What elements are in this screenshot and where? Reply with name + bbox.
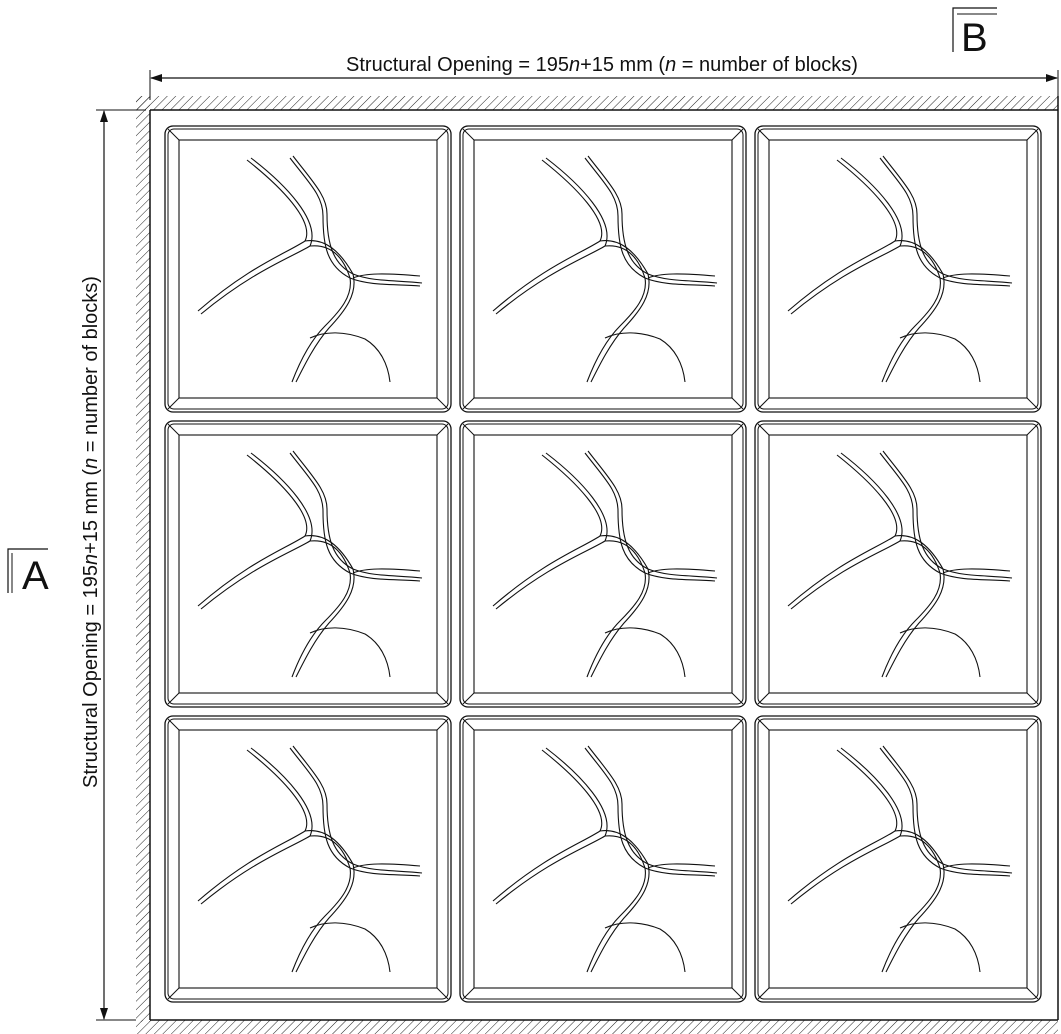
section-label-a: A xyxy=(22,554,49,598)
glass-block-r3-c3 xyxy=(754,715,1042,1003)
wall-hatch-top xyxy=(136,96,1058,110)
section-label-b: B xyxy=(961,16,988,60)
wall-hatch-left xyxy=(136,96,150,1022)
glass-block-grid xyxy=(164,125,1042,1003)
horizontal-dimension: Structural Opening = 195n+15 mm (n = num… xyxy=(149,54,1059,100)
glass-block-r3-c1 xyxy=(164,715,452,1003)
section-marker-a: A xyxy=(7,548,49,598)
vertical-dimension: Structural Opening = 195n+15 mm (n = num… xyxy=(80,109,146,1021)
glass-block-r2-c3 xyxy=(754,420,1042,708)
glass-block-r3-c2 xyxy=(459,715,747,1003)
vertical-dimension-label: Structural Opening = 195n+15 mm (n = num… xyxy=(80,276,102,788)
glass-block-r1-c2 xyxy=(459,125,747,413)
glass-block-r2-c1 xyxy=(164,420,452,708)
glass-block-r2-c2 xyxy=(459,420,747,708)
section-marker-b: B xyxy=(952,7,997,60)
wall-hatch-bottom xyxy=(136,1020,1058,1034)
horizontal-dimension-label: Structural Opening = 195n+15 mm (n = num… xyxy=(346,54,858,76)
glass-block-r1-c1 xyxy=(164,125,452,413)
glass-block-r1-c3 xyxy=(754,125,1042,413)
